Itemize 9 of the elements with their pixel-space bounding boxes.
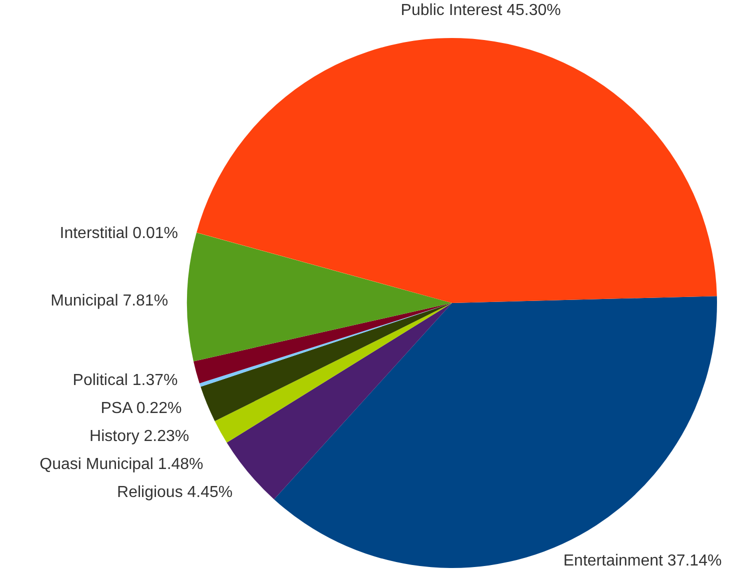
slice-label: Religious 4.45%	[117, 484, 233, 502]
slice-label: Public Interest 45.30%	[400, 2, 561, 20]
slice-label: Political 1.37%	[72, 372, 178, 390]
slice-label: Entertainment 37.14%	[563, 552, 722, 570]
slice-label: PSA 0.22%	[100, 400, 182, 418]
slice-label: Municipal 7.81%	[50, 292, 168, 310]
slice-label: Quasi Municipal 1.48%	[40, 456, 204, 474]
slice-label: Interstitial 0.01%	[60, 224, 178, 242]
slice-label: History 2.23%	[90, 428, 190, 446]
